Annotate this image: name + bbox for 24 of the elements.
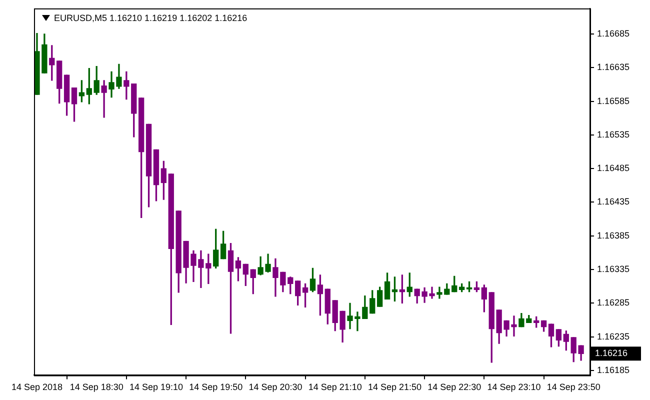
- text: EURUSD,M5 1.16210 1.16219 1.16202 1.16216: [54, 13, 248, 23]
- y-tick-label: 1.16635: [597, 62, 630, 72]
- x-tick-label: 14 Sep 21:10: [308, 382, 362, 392]
- x-tick-label: 14 Sep 23:10: [487, 382, 541, 392]
- x-tick-label: 14 Sep 19:10: [129, 382, 184, 392]
- y-tick-label: 1.16185: [597, 364, 630, 375]
- y-tick-label: 1.16435: [597, 196, 630, 207]
- y-tick-label: 1.16235: [597, 331, 630, 342]
- y-tick-label: 1.16335: [597, 264, 630, 274]
- y-tick-label: 1.16535: [597, 129, 630, 140]
- x-tick-label: 14 Sep 22:30: [428, 382, 482, 392]
- y-tick-label: 1.16285: [597, 298, 630, 308]
- x-tick-label: 14 Sep 20:30: [248, 382, 302, 392]
- y-tick-label: 1.16385: [597, 230, 630, 240]
- x-tick-label: 14 Sep 23:50: [546, 382, 600, 392]
- x-tick-label: 14 Sep 21:50: [368, 382, 422, 392]
- y-tick-label: 1.16585: [597, 96, 630, 106]
- x-tick-label: 14 Sep 18:30: [70, 382, 124, 392]
- x-tick-label: 14 Sep 2018: [11, 382, 63, 392]
- text: 1.16216: [595, 348, 628, 358]
- y-tick-label: 1.16485: [597, 163, 630, 174]
- y-tick-label: 1.16685: [597, 28, 630, 38]
- candlestick: [101, 80, 107, 118]
- x-tick-label: 14 Sep 19:50: [189, 382, 243, 392]
